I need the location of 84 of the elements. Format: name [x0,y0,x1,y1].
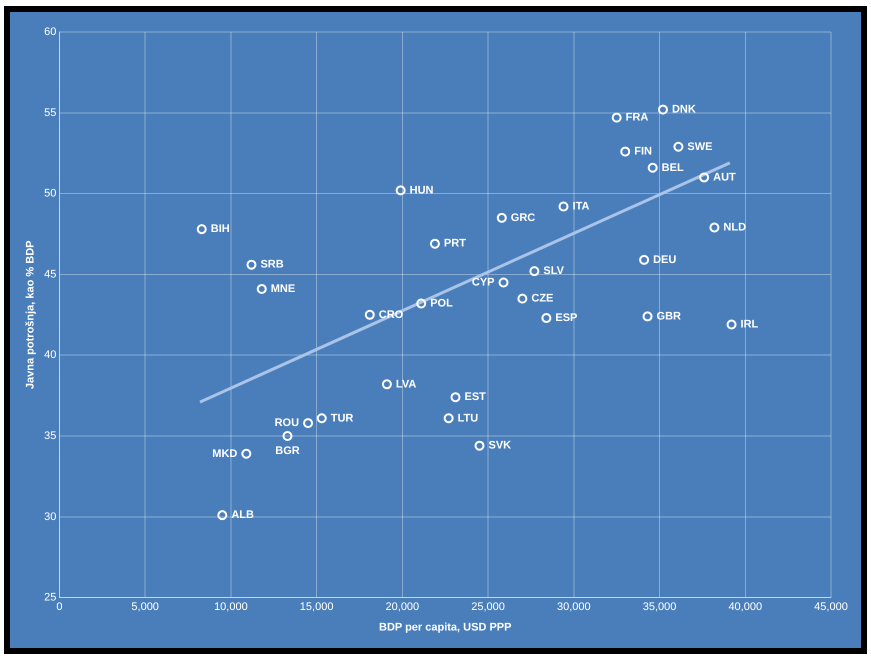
point [496,212,507,223]
y-tick-label: 40 [44,349,56,362]
x-tick-label: 5,000 [131,601,159,614]
y-tick-label: 45 [44,268,56,280]
annotation: FIN [634,146,652,158]
point [430,238,440,249]
annotation: ROU [274,417,300,430]
point [558,202,569,212]
annotation: MKD [212,448,238,460]
point [620,146,630,157]
point [726,319,737,330]
point [396,185,406,196]
point [541,313,552,324]
annotation: EST [464,391,486,404]
point [416,298,426,308]
point [256,284,267,294]
point [282,431,292,441]
y-tick-label: 35 [44,430,56,442]
annotation: BGR [275,445,300,458]
annotation: BEL [662,162,684,174]
point [517,294,528,304]
annotation: SLV [543,265,565,278]
point [529,266,540,276]
point [382,379,392,390]
x-tick-label: 0 [56,601,62,614]
point [303,418,314,428]
annotation: SRB [260,258,284,271]
annotation: GBR [656,310,682,322]
y-tick-label: 30 [44,510,56,523]
annotation: DNK [672,104,696,116]
point [612,112,622,123]
x-tick-label: 15,000 [300,601,334,614]
annotation: IRL [740,318,759,331]
point [699,172,710,182]
point [648,162,658,173]
point [444,413,454,424]
annotation: ITA [572,200,590,213]
point [241,448,252,459]
annotation: CYP [472,276,495,289]
annotation: POL [430,298,454,310]
point [639,254,650,265]
annotation: TUR [330,412,354,424]
point [658,104,668,115]
annotation: GRC [510,212,536,224]
x-axis-title: BDP per capita, USD PPP [378,621,512,634]
x-tick-label: 20,000 [386,601,420,614]
x-tick-label: 45,000 [814,601,848,614]
annotation: SWE [687,140,712,153]
point [498,277,509,288]
point [316,413,327,424]
annotation: MNE [270,282,296,295]
annotation: CZE [531,292,554,305]
annotation: SVK [488,440,512,452]
x-tick-label: 25,000 [471,601,505,614]
x-tick-label: 35,000 [642,601,676,614]
annotation: DEU [653,254,676,266]
annotation: NLD [723,222,746,234]
point [709,222,720,233]
point [196,224,207,234]
point [673,142,684,152]
y-axis-title: Javna potrošnja, kao % BDP [24,240,37,390]
point [246,260,256,270]
point [474,440,485,451]
point [217,510,228,520]
y-tick-label: 25 [44,592,56,604]
x-tick-label: 10,000 [214,601,248,614]
annotation: LTU [458,412,478,424]
point [642,311,653,322]
point [364,310,375,320]
annotation: LVA [396,378,416,390]
point [450,392,461,402]
x-tick-label: 40,000 [728,601,762,614]
y-tick-label: 60 [44,26,56,38]
annotation: ALB [231,509,254,522]
annotation: HUN [410,184,434,196]
y-tick-label: 50 [44,188,56,200]
y-tick-label: 55 [44,106,56,119]
annotation: AUT [713,171,736,184]
annotation: PRT [444,238,466,250]
x-tick-label: 30,000 [556,601,591,614]
annotation: CRO [378,308,404,321]
annotation: BIH [210,223,230,236]
annotation: FRA [626,112,648,124]
annotation: ESP [555,312,578,324]
